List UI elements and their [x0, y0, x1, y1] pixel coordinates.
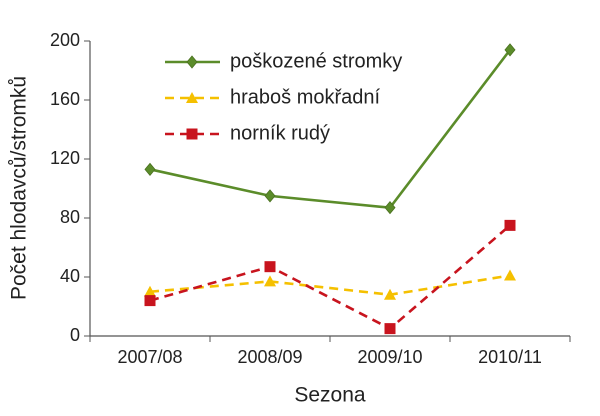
x-tick-label: 2009/10 — [357, 347, 422, 367]
marker — [504, 269, 516, 281]
marker — [384, 288, 396, 300]
marker — [264, 261, 276, 273]
marker — [144, 295, 156, 307]
marker — [504, 219, 516, 231]
marker — [264, 189, 276, 203]
axes — [89, 41, 570, 337]
x-tick-label: 2008/09 — [237, 347, 302, 367]
marker — [504, 43, 516, 57]
y-tick-label: 80 — [60, 207, 80, 227]
marker — [384, 201, 396, 215]
x-tick-label: 2007/08 — [117, 347, 182, 367]
y-tick-label: 40 — [60, 266, 80, 286]
y-axis-label: Počet hlodavců/stromků — [8, 76, 31, 300]
x-axis-label: Sezona — [294, 384, 366, 407]
legend-label: poškozené stromky — [230, 50, 402, 72]
y-tick-label: 120 — [50, 148, 80, 168]
marker — [186, 128, 198, 140]
marker — [186, 92, 198, 103]
legend-label: hraboš mokřadní — [230, 86, 381, 108]
marker — [186, 55, 198, 69]
marker — [384, 323, 396, 335]
marker — [264, 275, 276, 287]
series-line — [149, 274, 511, 297]
marker — [144, 285, 156, 297]
series-line — [149, 49, 512, 210]
legend-label: norník rudý — [230, 122, 330, 144]
y-tick-label: 200 — [50, 30, 80, 50]
marker — [144, 162, 156, 176]
x-tick-label: 2010/11 — [478, 347, 542, 367]
series-line — [149, 224, 511, 331]
y-tick-label: 160 — [50, 89, 80, 109]
y-tick-label: 0 — [70, 325, 80, 345]
